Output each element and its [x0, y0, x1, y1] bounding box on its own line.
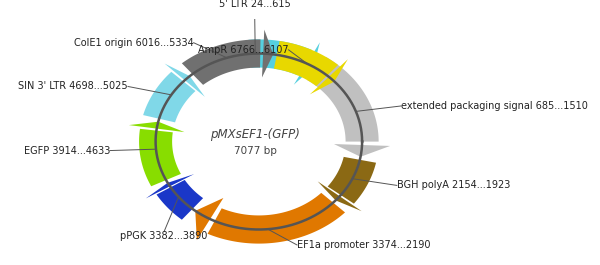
Text: 7077 bp: 7077 bp	[234, 146, 277, 156]
Polygon shape	[139, 129, 181, 186]
Polygon shape	[307, 57, 379, 142]
Polygon shape	[310, 59, 348, 94]
Polygon shape	[328, 157, 376, 204]
Ellipse shape	[155, 54, 362, 229]
Text: SIN 3' LTR 4698...5025: SIN 3' LTR 4698...5025	[19, 81, 128, 91]
Polygon shape	[248, 39, 312, 75]
Polygon shape	[143, 72, 196, 122]
Text: BGH polyA 2154...1923: BGH polyA 2154...1923	[397, 180, 510, 190]
Text: ColE1 origin 6016...5334: ColE1 origin 6016...5334	[74, 38, 194, 48]
Polygon shape	[164, 64, 205, 97]
Text: EF1a promoter 3374...2190: EF1a promoter 3374...2190	[297, 240, 431, 250]
Text: extended packaging signal 685...1510: extended packaging signal 685...1510	[401, 101, 588, 111]
Polygon shape	[274, 41, 338, 86]
Polygon shape	[317, 181, 362, 211]
Text: pPGK 3382...3890: pPGK 3382...3890	[121, 231, 208, 241]
Polygon shape	[195, 198, 223, 240]
Polygon shape	[334, 144, 390, 157]
Polygon shape	[157, 180, 203, 220]
Text: 5' LTR 24...615: 5' LTR 24...615	[219, 0, 290, 9]
Text: AmpR 6766...6107: AmpR 6766...6107	[198, 45, 289, 55]
Polygon shape	[146, 174, 194, 198]
Text: EGFP 3914...4633: EGFP 3914...4633	[23, 145, 110, 156]
Polygon shape	[294, 42, 320, 85]
Polygon shape	[182, 39, 260, 85]
Polygon shape	[208, 193, 345, 244]
Text: pMXsEF1-(GFP): pMXsEF1-(GFP)	[211, 128, 301, 141]
Polygon shape	[129, 122, 184, 132]
Polygon shape	[262, 30, 273, 77]
